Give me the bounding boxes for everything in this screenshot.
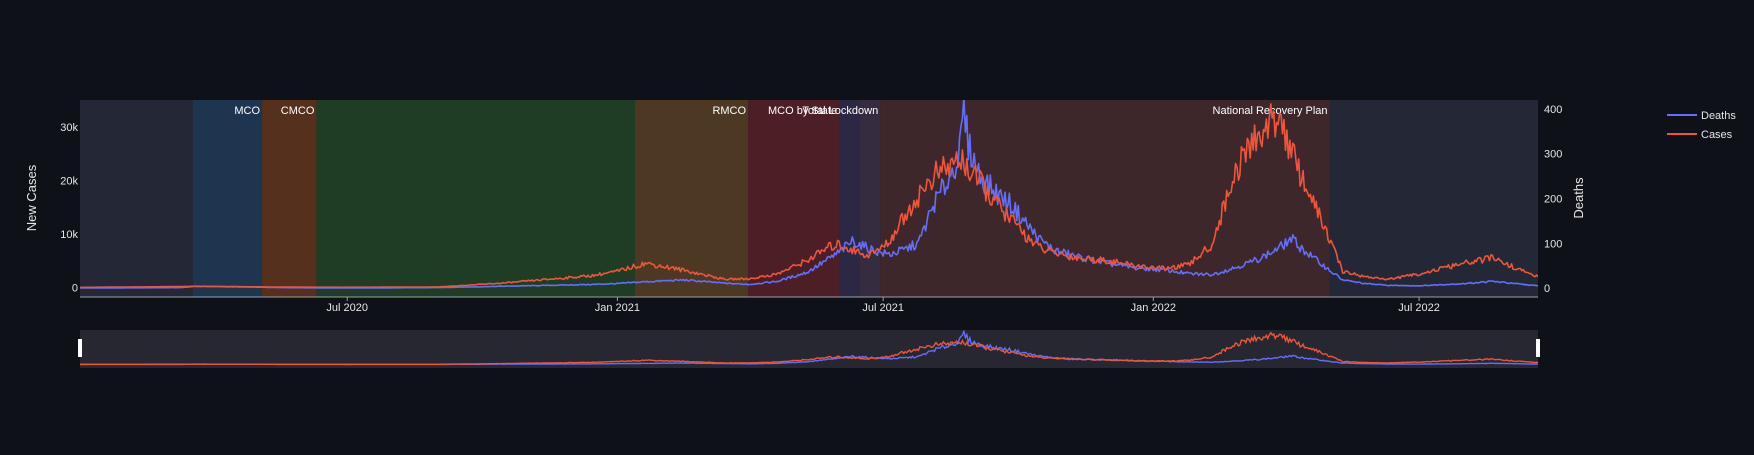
phase-label: RMCO [712,105,746,117]
x-tick-label: Jul 2021 [862,302,904,314]
range-slider-lines [80,330,1538,366]
y-right-tick-label: 400 [1544,104,1562,116]
phase-band [262,100,317,297]
y-left-tick-label: 0 [72,282,78,294]
x-tick-label: Jul 2020 [326,302,368,314]
y-axis-right-label: Deaths [1571,177,1586,219]
phase-band [80,100,194,297]
phase-band [316,100,502,297]
y-right-tick-label: 100 [1544,238,1562,250]
series-lines [80,100,1538,289]
y-left-tick-label: 20k [60,175,78,187]
phase-bands [80,100,1538,297]
x-tick-label: Jul 2022 [1398,302,1440,314]
phase-label: MCO by State [768,105,837,117]
legend[interactable]: Deaths Cases [1667,110,1736,141]
x-axis-ticks: Jul 2020 Jan 2021 Jul 2021 Jan 2022 Jul 2022 [326,297,1440,314]
phase-band [880,100,1330,297]
y-axis-right-ticks: 0 100 200 300 400 [1544,104,1562,295]
phase-band [635,100,749,297]
phase-label: CMCO [281,105,315,117]
phase-band [859,100,881,297]
x-tick-label: Jan 2021 [595,302,640,314]
y-left-tick-label: 10k [60,229,78,241]
phase-band [501,100,636,297]
y-left-tick-label: 30k [60,122,78,134]
range-slider-left-handle[interactable] [78,339,82,357]
y-right-tick-label: 200 [1544,194,1562,206]
phase-label: MCO [234,105,260,117]
y-right-tick-label: 0 [1544,283,1550,295]
range-slider[interactable] [78,330,1540,368]
phase-band [1329,100,1538,297]
phase-band [839,100,860,297]
legend-label[interactable]: Cases [1701,129,1733,141]
legend-label[interactable]: Deaths [1701,110,1736,122]
y-axis-left-label: New Cases [24,164,39,231]
range-series-line [80,331,1538,366]
y-axis-left-ticks: 0 10k 20k 30k [60,122,78,295]
series-line [80,103,1538,289]
phase-band [193,100,263,297]
range-slider-right-handle[interactable] [1536,339,1540,357]
phase-label: Total Lockdown [802,105,878,117]
y-right-tick-label: 300 [1544,149,1562,161]
phase-band [748,100,840,297]
x-tick-label: Jan 2022 [1131,302,1176,314]
